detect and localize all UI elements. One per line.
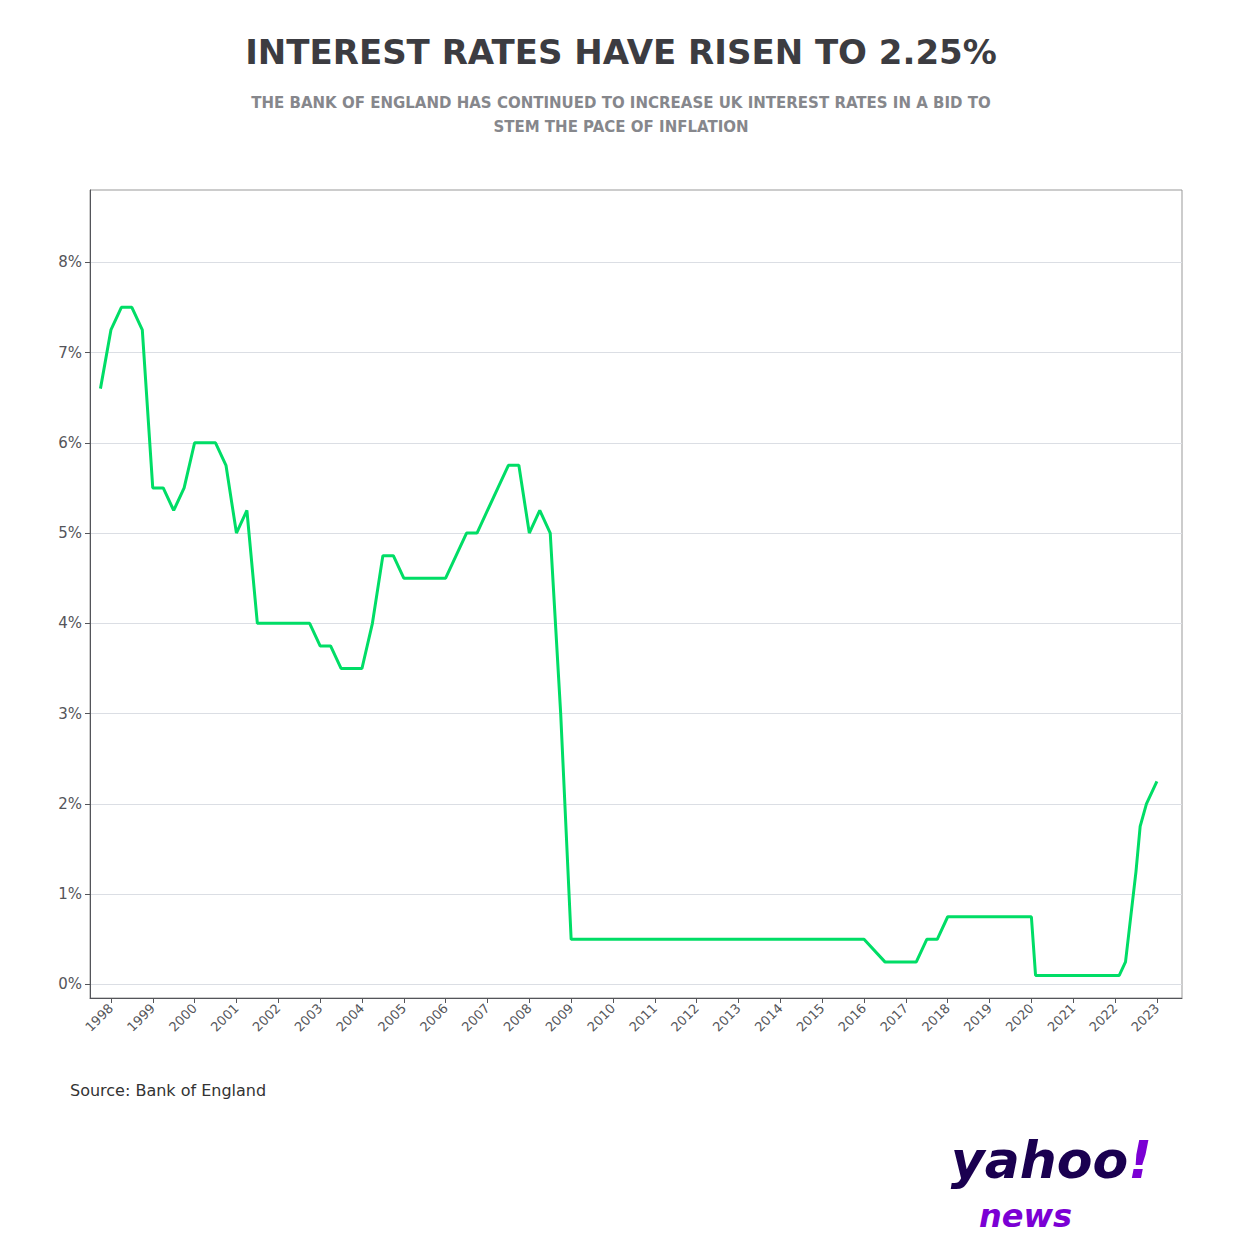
svg-text:2021: 2021 [1045,1001,1079,1035]
svg-text:1%: 1% [58,885,82,903]
svg-text:1999: 1999 [124,1001,158,1035]
svg-text:2023: 2023 [1128,1001,1162,1035]
svg-text:INTEREST RATES HAVE RISEN TO 2: INTEREST RATES HAVE RISEN TO 2.25% [245,32,997,72]
svg-text:2016: 2016 [835,1001,869,1035]
svg-text:!: ! [1128,1130,1152,1190]
svg-text:2012: 2012 [668,1001,702,1035]
svg-text:2019: 2019 [961,1001,995,1035]
svg-text:2020: 2020 [1003,1001,1037,1035]
svg-text:2000: 2000 [166,1001,200,1035]
svg-text:4%: 4% [58,614,82,632]
svg-text:2005: 2005 [375,1001,409,1035]
svg-text:2004: 2004 [333,1001,367,1035]
svg-text:8%: 8% [58,253,82,271]
svg-text:2006: 2006 [417,1001,451,1035]
svg-text:news: news [979,1197,1072,1235]
svg-text:2010: 2010 [584,1001,618,1035]
svg-text:2013: 2013 [710,1001,744,1035]
svg-text:2002: 2002 [250,1001,284,1035]
svg-text:3%: 3% [58,705,82,723]
svg-text:5%: 5% [58,524,82,542]
svg-text:STEM THE PACE OF INFLATION: STEM THE PACE OF INFLATION [493,118,748,136]
svg-text:2008: 2008 [501,1001,535,1035]
svg-text:2011: 2011 [626,1001,660,1035]
svg-text:2001: 2001 [208,1001,242,1035]
svg-text:2003: 2003 [291,1001,325,1035]
svg-text:2018: 2018 [919,1001,953,1035]
svg-text:2009: 2009 [542,1001,576,1035]
svg-text:7%: 7% [58,344,82,362]
svg-text:2015: 2015 [794,1001,828,1035]
svg-text:Source: Bank of England: Source: Bank of England [70,1081,266,1100]
svg-text:2%: 2% [58,795,82,813]
svg-text:THE BANK OF ENGLAND HAS CONTIN: THE BANK OF ENGLAND HAS CONTINUED TO INC… [251,94,990,112]
svg-text:6%: 6% [58,434,82,452]
svg-text:yahoo: yahoo [951,1130,1128,1190]
svg-text:2014: 2014 [752,1001,786,1035]
svg-text:2022: 2022 [1086,1001,1120,1035]
svg-text:2007: 2007 [459,1001,493,1035]
svg-text:1998: 1998 [82,1001,116,1035]
svg-text:2017: 2017 [877,1001,911,1035]
svg-text:0%: 0% [58,975,82,993]
